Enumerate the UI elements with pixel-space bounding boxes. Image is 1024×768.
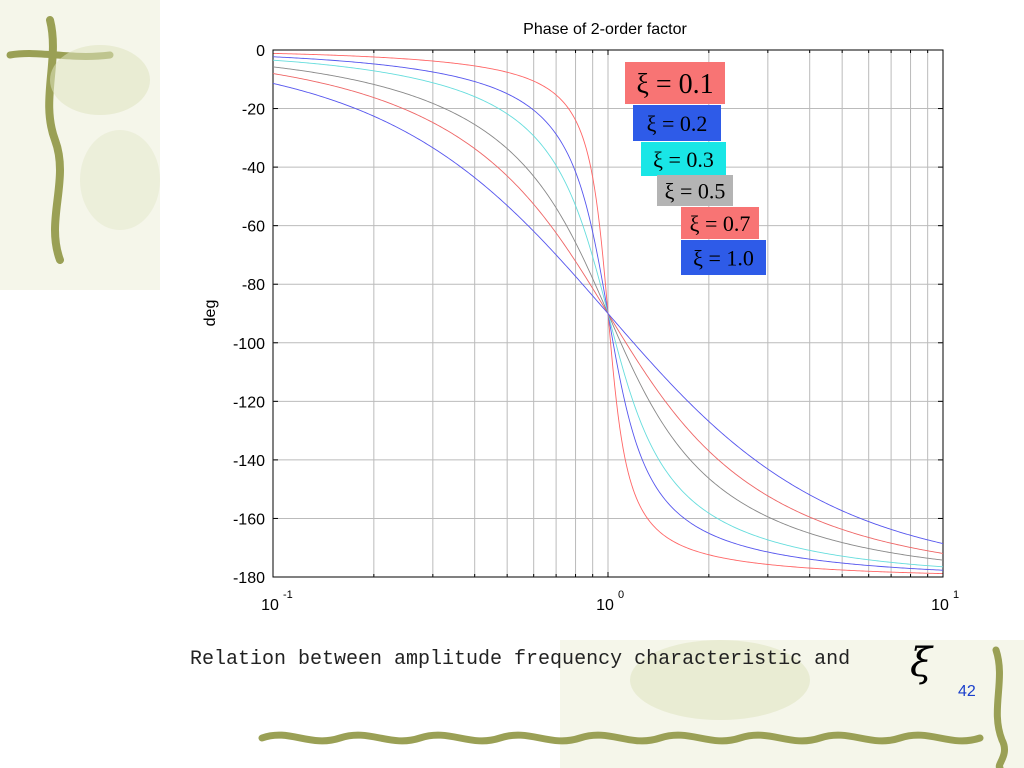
legend-item-3: ξ = 0.5 [657,175,733,206]
y-ticks: 0 -20 -40 -60 -80 -100 -120 -140 -160 -180 [233,43,943,587]
x-tick-label-1: 10 [596,597,614,614]
y-axis-label: deg [202,300,219,327]
x-tick-exponent-1: 0 [618,589,624,601]
y-tick-label-9: -180 [233,570,265,587]
legend: ξ = 0.1 ξ = 0.2 ξ = 0.3 ξ = 0.5 ξ = 0.7 ξ = 1… [625,62,766,275]
x-ticks: 10 -1 10 0 10 1 [261,50,959,614]
legend-swatch-5 [681,240,766,275]
xi-symbol: ξ [910,640,933,686]
legend-label-5: ξ = 1.0 [693,246,754,271]
x-tick-exponent-0: -1 [283,589,293,601]
series-line-5 [272,83,944,544]
legend-label-3: ξ = 0.5 [665,179,726,204]
y-tick-label-0: 0 [256,43,265,60]
page-number: 42 [958,683,976,700]
y-tick-label-1: -20 [242,102,265,119]
legend-item-2: ξ = 0.3 [641,142,726,176]
slide-caption: Relation between amplitude frequency cha… [190,648,851,671]
series-layer [272,52,944,575]
legend-swatch-4 [681,207,759,239]
vine-decoration-left [0,0,160,290]
legend-label-0: ξ = 0.1 [636,69,713,100]
x-tick-exponent-2: 1 [953,589,959,601]
y-tick-label-8: -160 [233,511,265,528]
legend-label-4: ξ = 0.7 [690,211,751,236]
x-tick-label-2: 10 [931,597,949,614]
y-tick-label-6: -120 [233,394,265,411]
legend-item-0: ξ = 0.1 [625,62,725,104]
legend-item-4: ξ = 0.7 [681,207,759,239]
chart-title: Phase of 2-order factor [523,21,687,38]
legend-label-2: ξ = 0.3 [653,147,714,172]
y-tick-label-2: -40 [242,160,265,177]
x-tick-label-0: 10 [261,597,279,614]
legend-item-1: ξ = 0.2 [633,105,721,141]
legend-label-1: ξ = 0.2 [647,111,708,136]
legend-swatch-2 [641,142,726,176]
legend-item-5: ξ = 1.0 [681,240,766,275]
legend-swatch-3 [657,175,733,206]
y-tick-label-4: -80 [242,277,265,294]
y-tick-label-5: -100 [233,336,265,353]
legend-swatch-0 [625,62,725,104]
vine-decoration-bottom [258,640,1024,768]
legend-swatch-1 [633,105,721,141]
y-tick-label-7: -140 [233,453,265,470]
y-tick-label-3: -60 [242,219,265,236]
